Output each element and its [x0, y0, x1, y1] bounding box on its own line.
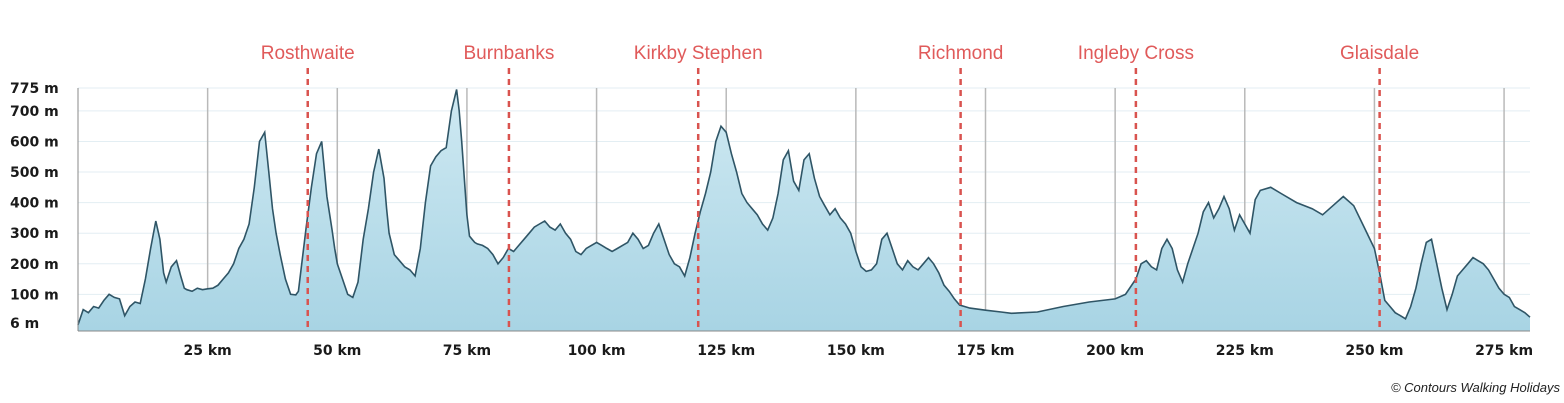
copyright-notice: © Contours Walking Holidays: [1390, 380, 1560, 395]
y-tick-label: 600 m: [10, 134, 59, 150]
x-tick-label: 250 km: [1345, 343, 1403, 359]
y-tick-label: 300 m: [10, 226, 59, 242]
x-tick-label: 275 km: [1475, 343, 1533, 359]
elevation-area: [78, 89, 1530, 331]
x-tick-label: 225 km: [1216, 343, 1274, 359]
x-tick-label: 75 km: [443, 343, 491, 359]
y-tick-label: 700 m: [10, 104, 59, 120]
y-tick-label: 100 m: [10, 287, 59, 303]
x-tick-label: 100 km: [568, 343, 626, 359]
y-tick-label: 6 m: [10, 316, 39, 332]
x-tick-label: 175 km: [957, 343, 1015, 359]
waypoint-label: Richmond: [918, 43, 1004, 64]
x-tick-label: 25 km: [184, 343, 232, 359]
x-tick-label: 125 km: [697, 343, 755, 359]
waypoint-label: Ingleby Cross: [1078, 43, 1194, 64]
elevation-line: [77, 89, 1531, 326]
x-tick-label: 200 km: [1086, 343, 1144, 359]
y-tick-label: 775 m: [10, 81, 59, 97]
y-tick-label: 200 m: [10, 257, 59, 273]
waypoint-label: Burnbanks: [464, 43, 555, 64]
y-tick-label: 400 m: [10, 196, 59, 212]
waypoint-label: Glaisdale: [1340, 43, 1419, 64]
y-tick-label: 500 m: [10, 165, 59, 181]
waypoint-label: Rosthwaite: [261, 43, 355, 64]
x-tick-label: 50 km: [313, 343, 361, 359]
waypoint-label: Kirkby Stephen: [634, 43, 763, 64]
y-axis-ticks: 775 m 700 m 600 m 500 m 400 m 300 m 200 m 100 m…: [10, 81, 59, 332]
waypoint-markers: Rosthwaite Burnbanks Kirkby Stephen Richmon…: [261, 43, 1419, 331]
x-tick-label: 150 km: [827, 343, 885, 359]
x-axis-ticks: 25 km 50 km 75 km 100 km 125 km 150 km 175 km 2…: [184, 343, 1534, 359]
